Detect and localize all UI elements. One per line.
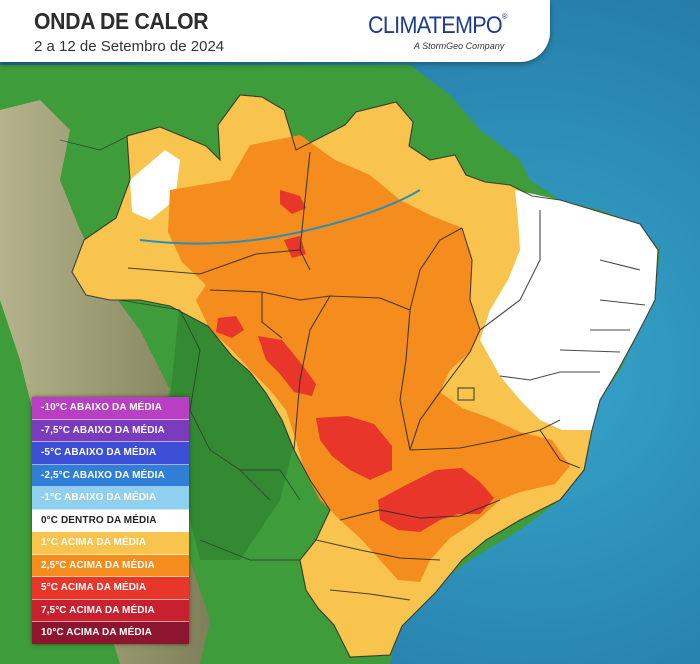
brazil-within-mean-north — [130, 150, 180, 220]
brazil-south-above-1 — [316, 560, 410, 657]
brazil-above-5-e — [280, 190, 306, 214]
header-panel: ONDA DE CALOR 2 a 12 de Setembro de 2024… — [0, 0, 550, 62]
map-title: ONDA DE CALOR — [34, 8, 209, 34]
legend-item: 2,5°C ACIMA DA MÉDIA — [32, 554, 189, 577]
brazil-above-2-5 — [168, 135, 570, 582]
legend-item: 0°C DENTRO DA MÉDIA — [32, 509, 189, 532]
brand-name: CLIMATEMPO — [368, 12, 503, 39]
legend-item: -7,5°C ABAIXO DA MÉDIA — [32, 419, 189, 442]
brand-logo: CLIMATEMPO® — [368, 12, 507, 40]
legend-item: 7,5°C ACIMA DA MÉDIA — [32, 599, 189, 622]
legend-item: -10°C ABAIXO DA MÉDIA — [32, 397, 189, 420]
legend-item: -2,5°C ABAIXO DA MÉDIA — [32, 464, 189, 487]
temperature-anomaly-legend: -10°C ABAIXO DA MÉDIA -7,5°C ABAIXO DA MÉ… — [32, 397, 189, 644]
legend-item: -1°C ABAIXO DA MÉDIA — [32, 487, 189, 510]
brazil-above-5-b — [258, 336, 316, 396]
legend-item: 10°C ACIMA DA MÉDIA — [32, 622, 189, 644]
brand-registered-mark: ® — [502, 12, 507, 21]
legend-item: -5°C ABAIXO DA MÉDIA — [32, 442, 189, 465]
country-borders — [59, 135, 301, 561]
legend-item: 1°C ACIMA DA MÉDIA — [32, 532, 189, 555]
date-range: 2 a 12 de Setembro de 2024 — [34, 38, 225, 55]
state-borders — [71, 94, 659, 658]
brazil-within-mean — [480, 190, 658, 430]
brand-tagline: A StormGeo Company — [414, 41, 505, 51]
brazil-above-5-d — [378, 468, 494, 532]
river-amazon — [139, 189, 421, 245]
legend-item: 5°C ACIMA DA MÉDIA — [32, 577, 189, 600]
brazil-above-5-c — [316, 416, 392, 480]
brazil-above-5-a — [216, 316, 244, 338]
